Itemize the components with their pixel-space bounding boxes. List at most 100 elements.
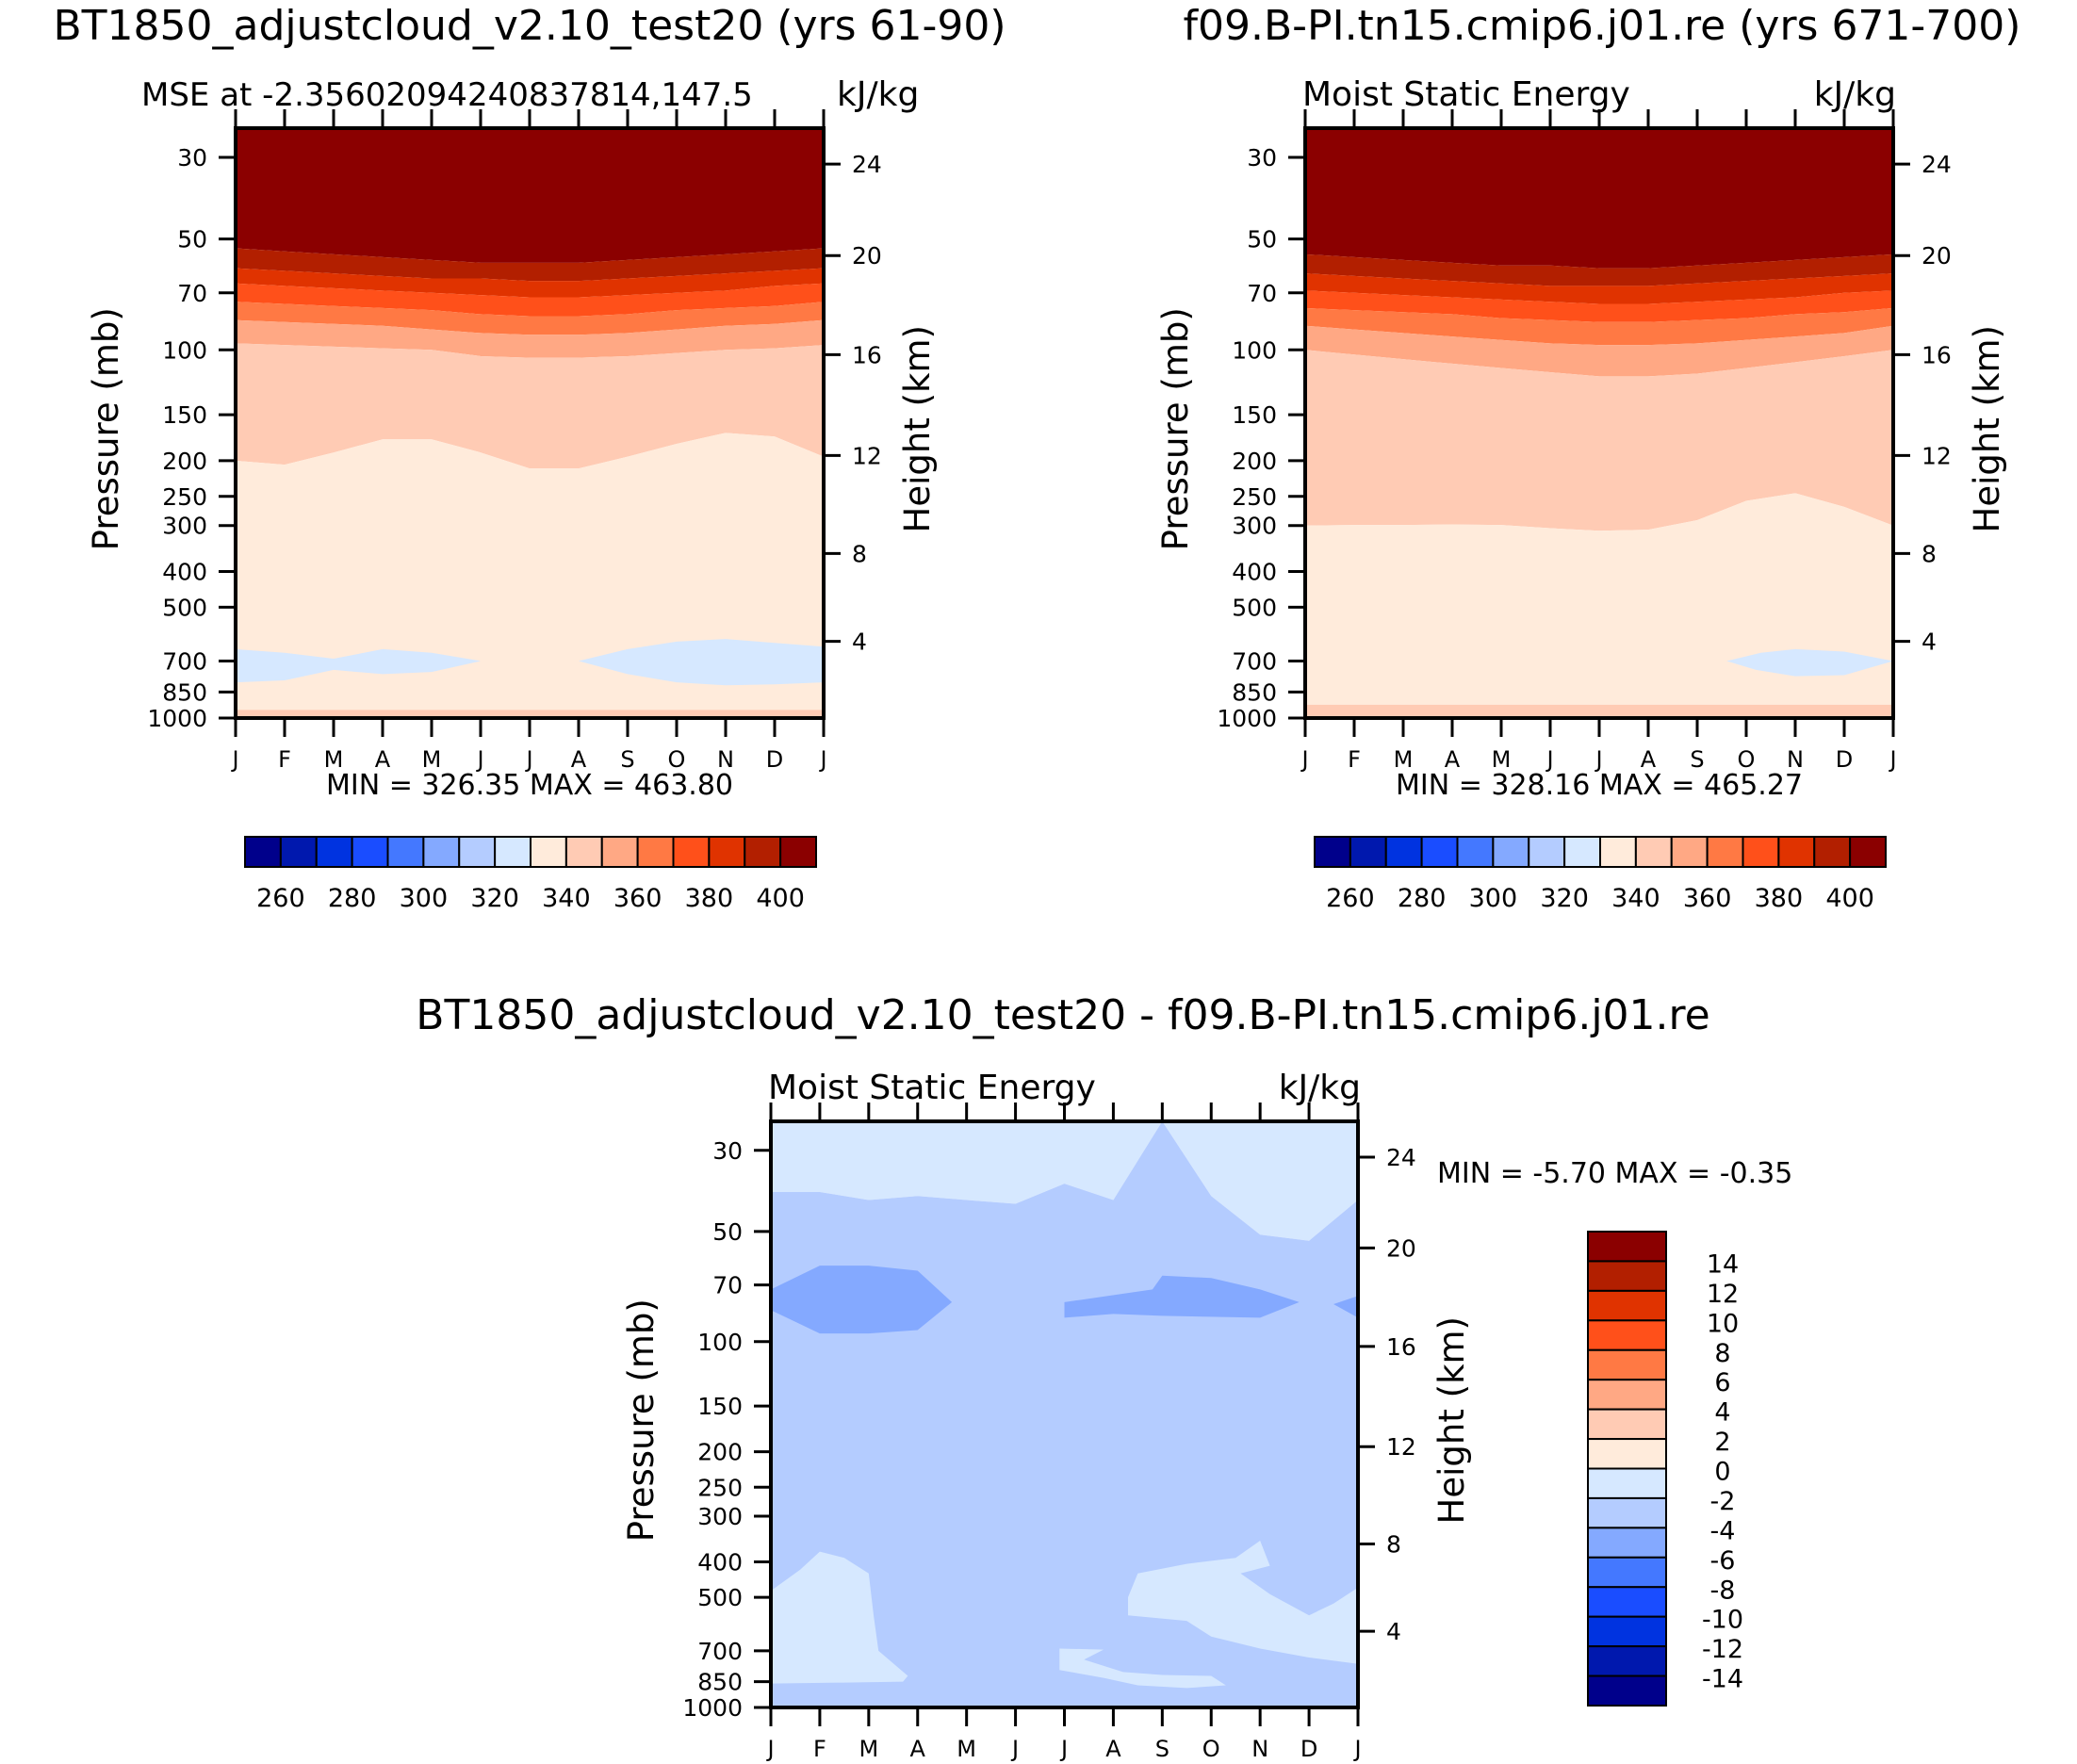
x-tick-label: J (230, 746, 238, 773)
y-tick-label: 1000 (1217, 705, 1277, 732)
height-tick-label: 16 (1386, 1333, 1416, 1361)
x-tick-label: D (766, 746, 783, 773)
y-tick-label: 250 (1232, 483, 1277, 511)
contour-area (236, 128, 824, 718)
min-max-label: MIN = 328.16 MAX = 465.27 (1396, 769, 1803, 802)
y-axis-label: Pressure (mb) (1155, 307, 1196, 550)
y-tick-label: 150 (162, 401, 207, 429)
height-tick-label: 4 (1386, 1618, 1401, 1645)
colorbar-label: -12 (1702, 1635, 1743, 1664)
x-tick-label: J (1594, 746, 1602, 773)
colorbar-box (708, 836, 746, 868)
x-tick-label: A (1105, 1736, 1121, 1762)
height-tick-label: 20 (1386, 1234, 1416, 1262)
contour-band (1305, 290, 1893, 322)
colorbar-box (1587, 1319, 1667, 1351)
colorbar-box (1587, 1289, 1667, 1322)
y-axis-label-right: Height (km) (1967, 325, 2007, 532)
contour-patch (771, 1266, 953, 1334)
y-tick-label: 300 (162, 513, 207, 540)
colorbar-box (1587, 1408, 1667, 1441)
colorbar-box (530, 836, 567, 868)
x-tick-label: M (1394, 746, 1414, 773)
y-tick-label: 100 (1232, 336, 1277, 364)
colorbar-box (1706, 836, 1744, 868)
colorbar-box (1742, 836, 1780, 868)
x-tick-label: A (571, 746, 587, 773)
x-tick-label: D (1300, 1736, 1317, 1762)
colorbar-label: 300 (400, 884, 449, 913)
colorbar-box (1587, 1231, 1667, 1263)
height-tick-label: 8 (852, 540, 867, 567)
contour-band (1305, 273, 1893, 304)
colorbar-box (1587, 1348, 1667, 1381)
y-tick-label: 50 (1247, 226, 1277, 253)
y-tick-label: 70 (1247, 280, 1277, 307)
y-tick-label: 500 (1232, 594, 1277, 621)
contour-band (1305, 307, 1893, 346)
contour-band (771, 1121, 1358, 1241)
contour-band (236, 319, 824, 358)
x-tick-label: F (278, 746, 291, 773)
colorbar-box (279, 836, 318, 868)
contour-band (1305, 493, 1893, 705)
colorbar-label: 14 (1707, 1250, 1739, 1279)
x-tick-label: M (1492, 746, 1512, 773)
contour-patch (579, 639, 824, 686)
colorbar-box (1587, 1586, 1667, 1618)
y-tick-label: 500 (697, 1584, 743, 1611)
colorbar-label: -4 (1710, 1516, 1736, 1545)
height-tick-label: 12 (1386, 1433, 1416, 1461)
colorbar-box (744, 836, 782, 868)
contour-band (1305, 253, 1893, 286)
units-label: kJ/kg (837, 75, 919, 114)
colorbar-box (422, 836, 461, 868)
panel-1: f09.B-PI.tn15.cmip6.j01.re (yrs 671-700)… (1155, 2, 2020, 913)
y-tick-label: 700 (697, 1638, 743, 1665)
colorbar-label: 360 (613, 884, 662, 913)
colorbar-box (1563, 836, 1601, 868)
colorbar-box (1849, 836, 1887, 868)
contour-band (236, 710, 824, 718)
contour-band (236, 433, 824, 710)
colorbar-box (1587, 1379, 1667, 1411)
y-tick-label: 300 (697, 1503, 743, 1530)
colorbar-box (1420, 836, 1459, 868)
colorbar-box (1813, 836, 1852, 868)
x-tick-label: A (1445, 746, 1461, 773)
y-tick-label: 100 (162, 336, 207, 364)
min-max-label: MIN = -5.70 MAX = -0.35 (1437, 1157, 1792, 1190)
x-tick-label: S (1155, 1736, 1169, 1762)
y-tick-label: 200 (1232, 448, 1277, 475)
height-tick-label: 4 (852, 629, 867, 656)
colorbar-label: 380 (1755, 884, 1804, 913)
colorbar-label: 12 (1707, 1280, 1739, 1309)
contour-band (236, 128, 824, 263)
contour-band (236, 302, 824, 335)
colorbar-box (1528, 836, 1566, 868)
y-tick-label: 100 (697, 1329, 743, 1356)
x-tick-label: A (375, 746, 391, 773)
y-tick-label: 200 (162, 448, 207, 475)
colorbar-box (1587, 1496, 1667, 1529)
x-tick-label: J (818, 746, 826, 773)
colorbar-label: -2 (1710, 1487, 1736, 1516)
colorbar-box (458, 836, 497, 868)
x-tick-label: J (475, 746, 483, 773)
colorbar-label: 8 (1714, 1339, 1730, 1368)
colorbar-label: 280 (1398, 884, 1447, 913)
x-tick-label: M (957, 1736, 976, 1762)
y-tick-label: 50 (712, 1218, 743, 1246)
colorbar-box (1587, 1556, 1667, 1589)
panel-subtitle: Moist Static Energy (1302, 75, 1630, 114)
x-tick-label: J (1545, 746, 1553, 773)
colorbar-label: 0 (1714, 1458, 1730, 1487)
contour-band (236, 268, 824, 298)
y-tick-label: 250 (697, 1474, 743, 1501)
contour-patch (1059, 1648, 1226, 1689)
y-tick-label: 30 (712, 1137, 743, 1165)
x-tick-label: M (324, 746, 344, 773)
y-tick-label: 400 (1232, 559, 1277, 586)
height-tick-label: 8 (1922, 540, 1937, 567)
colorbar-box (1587, 1615, 1667, 1648)
